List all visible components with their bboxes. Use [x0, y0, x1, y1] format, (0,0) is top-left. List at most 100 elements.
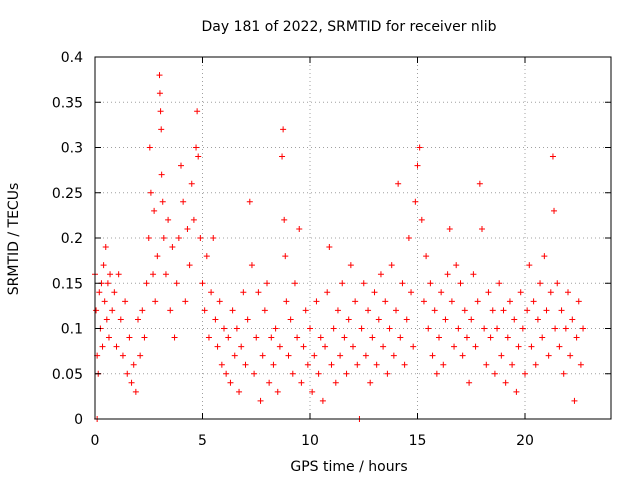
data-point [154, 253, 161, 260]
data-point [130, 361, 137, 368]
data-point [152, 298, 159, 305]
data-point [103, 316, 110, 323]
y-tick-label: 0.05 [52, 367, 83, 383]
y-tick-label: 0.2 [61, 231, 83, 247]
data-point [539, 334, 546, 341]
data-point [451, 343, 458, 350]
data-point [425, 325, 432, 332]
data-point [371, 289, 378, 296]
data-point [150, 271, 157, 278]
data-point [248, 262, 255, 269]
data-point [132, 388, 139, 395]
data-point [332, 379, 339, 386]
y-tick-label: 0.35 [52, 95, 83, 111]
data-point [328, 361, 335, 368]
data-point [313, 298, 320, 305]
data-point [109, 307, 116, 314]
data-point [139, 307, 146, 314]
data-point [365, 307, 372, 314]
data-point [530, 298, 537, 305]
data-point [186, 262, 193, 269]
data-point [362, 352, 369, 359]
data-point [218, 361, 225, 368]
data-point [304, 361, 311, 368]
data-point [384, 370, 391, 377]
data-point [358, 325, 365, 332]
data-point [558, 307, 565, 314]
data-point [296, 225, 303, 232]
data-point [261, 307, 268, 314]
data-point [481, 325, 488, 332]
data-point [543, 307, 550, 314]
data-point [223, 370, 230, 377]
data-point [167, 307, 174, 314]
data-point [113, 343, 120, 350]
data-point [483, 361, 490, 368]
data-point [156, 72, 163, 79]
data-point [309, 388, 316, 395]
data-point [403, 316, 410, 323]
y-tick-label: 0.25 [52, 186, 83, 202]
data-point [322, 343, 329, 350]
data-point [208, 289, 215, 296]
data-point [171, 334, 178, 341]
data-point [532, 361, 539, 368]
data-point [347, 262, 354, 269]
data-point [294, 334, 301, 341]
data-point [509, 361, 516, 368]
data-point [178, 162, 184, 169]
data-point [448, 298, 455, 305]
data-point [545, 352, 552, 359]
y-tick-label: 0 [74, 412, 83, 428]
data-point [418, 216, 425, 223]
data-point [395, 180, 402, 187]
data-point [190, 216, 197, 223]
data-point [268, 334, 275, 341]
data-point [107, 271, 114, 278]
y-tick-label: 0.4 [61, 50, 83, 66]
data-point [199, 280, 206, 287]
data-point [280, 126, 287, 133]
data-point [405, 235, 412, 241]
data-point [547, 289, 554, 296]
data-point [373, 361, 380, 368]
data-point [444, 271, 451, 278]
data-point [580, 325, 587, 332]
data-point [210, 235, 217, 241]
data-point [393, 307, 399, 314]
data-point [377, 271, 384, 278]
data-point [438, 289, 445, 296]
data-point [500, 307, 507, 314]
data-point [251, 370, 258, 377]
data-point [128, 379, 135, 386]
data-point [111, 289, 118, 296]
data-point [453, 262, 460, 269]
data-point [463, 334, 470, 341]
data-point [388, 262, 395, 269]
data-points [92, 72, 587, 422]
data-point [244, 316, 251, 323]
data-point [354, 361, 361, 368]
data-point [339, 280, 346, 287]
data-point [479, 225, 485, 232]
data-point [436, 334, 442, 341]
data-point [494, 325, 501, 332]
data-point [197, 235, 204, 241]
data-point [573, 334, 580, 341]
data-point [147, 189, 154, 196]
data-point [552, 325, 559, 332]
data-point [334, 307, 341, 314]
data-point [194, 108, 201, 115]
data-point [541, 253, 548, 260]
data-point [386, 325, 393, 332]
data-point [440, 361, 447, 368]
data-point [145, 235, 152, 241]
data-point [414, 162, 421, 169]
data-point [367, 379, 374, 386]
data-point [554, 280, 561, 287]
data-point [266, 379, 273, 386]
x-tick-label: 0 [91, 433, 100, 449]
data-point [410, 343, 417, 350]
data-point [255, 289, 262, 296]
data-point [122, 298, 129, 305]
